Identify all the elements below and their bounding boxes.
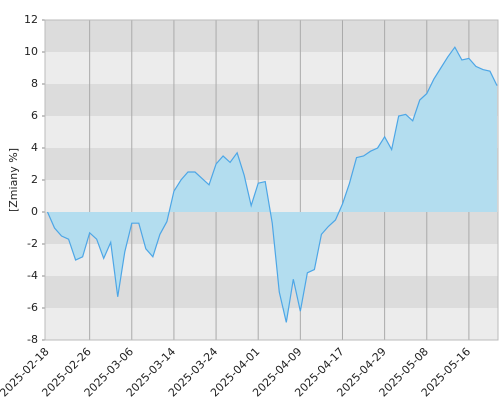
y-tick-label: 6 [31, 109, 38, 122]
line [46, 46, 498, 323]
background-band [45, 308, 498, 340]
y-tick-label: -8 [27, 333, 38, 346]
y-tick-label: 12 [24, 13, 38, 26]
y-tick-label: 8 [31, 77, 38, 90]
background-band [45, 52, 498, 84]
y-tick-label: 4 [31, 141, 38, 154]
background-band [45, 276, 498, 308]
area [47, 47, 497, 323]
y-tick-label: -2 [27, 237, 38, 250]
y-tick-label: -4 [27, 269, 38, 282]
y-tick-label: -6 [27, 301, 38, 314]
y-tick-label: 2 [31, 173, 38, 186]
y-tick-label: 0 [31, 205, 38, 218]
plot-border [44, 19, 499, 341]
y-tick-label: 10 [24, 45, 38, 58]
y-axis-label: [Zmiany %] [7, 148, 20, 212]
background-band [45, 20, 498, 52]
